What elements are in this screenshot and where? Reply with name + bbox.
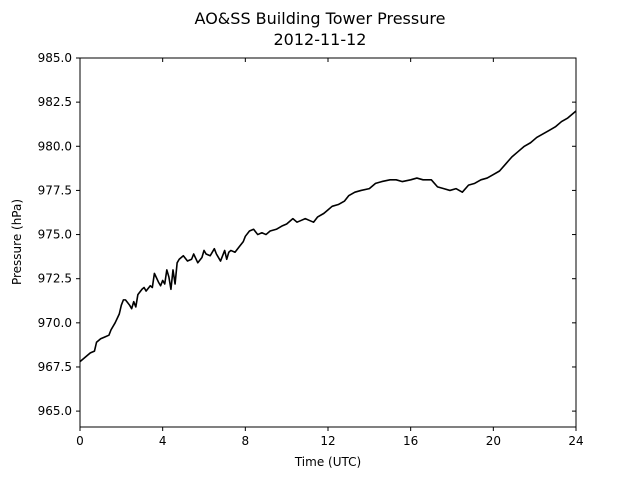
y-tick-label: 967.5 bbox=[38, 360, 72, 374]
y-tick-label: 980.0 bbox=[38, 139, 72, 153]
x-tick-label: 16 bbox=[403, 434, 418, 448]
pressure-series-line-0 bbox=[79, 110, 577, 363]
plot-frame bbox=[79, 57, 577, 428]
y-tick-label: 972.5 bbox=[38, 272, 72, 286]
y-tick-label: 975.0 bbox=[38, 228, 72, 242]
x-tick-label: 8 bbox=[242, 434, 250, 448]
plot-area bbox=[79, 110, 577, 363]
chart-title: AO&SS Building Tower Pressure bbox=[195, 9, 446, 28]
x-axis: 0 4 8 12 16 20 24 bbox=[76, 58, 584, 448]
x-axis-label: Time (UTC) bbox=[294, 455, 361, 469]
x-tick-label: 4 bbox=[159, 434, 167, 448]
y-axis: 965.0 967.5 970.0 972.5 975.0 977.5 980.0 982.5… bbox=[38, 51, 576, 418]
y-tick-label: 977.5 bbox=[38, 183, 72, 197]
x-tick-label: 20 bbox=[486, 434, 501, 448]
y-axis-label: Pressure (hPa) bbox=[10, 199, 24, 285]
y-tick-label: 965.0 bbox=[38, 404, 72, 418]
y-tick-label: 982.5 bbox=[38, 95, 72, 109]
x-tick-label: 24 bbox=[568, 434, 583, 448]
x-tick-label: 12 bbox=[320, 434, 335, 448]
chart-subtitle: 2012-11-12 bbox=[274, 30, 367, 49]
x-tick-label: 0 bbox=[76, 434, 84, 448]
y-tick-label: 970.0 bbox=[38, 316, 72, 330]
y-tick-label: 985.0 bbox=[38, 51, 72, 65]
